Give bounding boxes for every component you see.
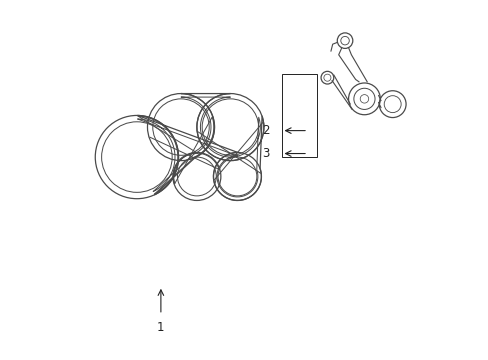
Text: 3: 3 <box>262 147 269 160</box>
Bar <box>281 74 316 157</box>
Text: 2: 2 <box>262 124 269 137</box>
Text: 1: 1 <box>157 321 164 334</box>
